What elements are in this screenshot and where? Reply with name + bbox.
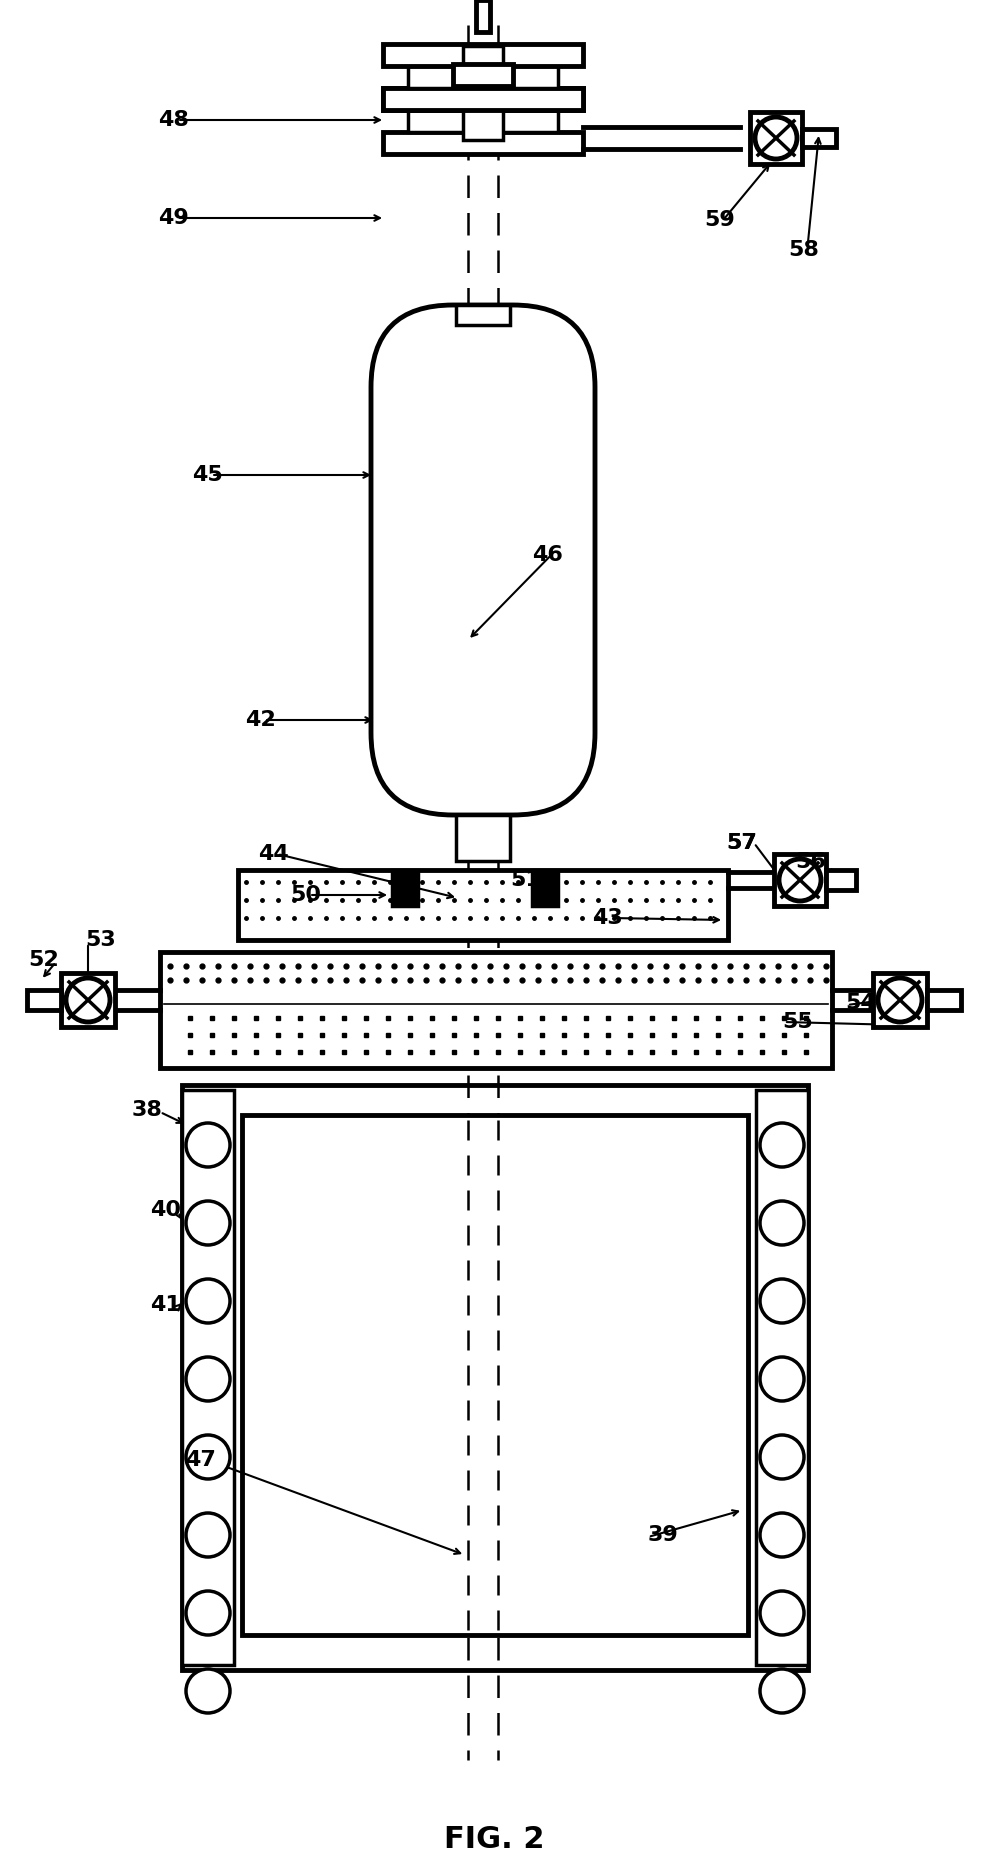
Circle shape: [760, 1590, 804, 1635]
Text: 51: 51: [510, 870, 541, 891]
Bar: [453, 64, 513, 86]
Text: 48: 48: [158, 110, 189, 129]
Text: 55: 55: [782, 1012, 813, 1033]
Bar: [242, 1115, 748, 1635]
FancyBboxPatch shape: [371, 305, 595, 816]
Bar: [383, 133, 583, 153]
Circle shape: [755, 118, 797, 159]
Circle shape: [186, 1356, 230, 1401]
Circle shape: [186, 1201, 230, 1244]
Bar: [456, 816, 510, 861]
Circle shape: [760, 1123, 804, 1168]
Bar: [802, 129, 836, 148]
Circle shape: [186, 1514, 230, 1557]
Bar: [392, 870, 418, 906]
Circle shape: [186, 1123, 230, 1168]
Text: 46: 46: [532, 544, 563, 565]
Circle shape: [878, 979, 922, 1022]
Circle shape: [760, 1201, 804, 1244]
Text: 42: 42: [245, 709, 276, 730]
Text: 47: 47: [185, 1450, 216, 1471]
Bar: [463, 47, 503, 75]
Text: 56: 56: [795, 851, 826, 872]
Bar: [750, 112, 802, 165]
Text: 49: 49: [158, 208, 189, 228]
Text: 41: 41: [150, 1295, 181, 1315]
Text: 57: 57: [726, 833, 757, 853]
Bar: [463, 110, 503, 140]
Bar: [408, 65, 558, 88]
Bar: [383, 88, 583, 110]
Circle shape: [760, 1669, 804, 1714]
Bar: [182, 1085, 808, 1671]
Circle shape: [760, 1435, 804, 1478]
Bar: [826, 870, 856, 891]
Text: 39: 39: [648, 1525, 678, 1545]
Bar: [774, 853, 826, 906]
Circle shape: [66, 979, 110, 1022]
Circle shape: [186, 1590, 230, 1635]
Bar: [476, 0, 490, 32]
Circle shape: [760, 1356, 804, 1401]
Bar: [27, 990, 61, 1010]
Bar: [182, 1091, 234, 1665]
Bar: [756, 1091, 808, 1665]
Bar: [238, 870, 728, 939]
Circle shape: [186, 1280, 230, 1323]
Bar: [532, 870, 558, 906]
Text: 40: 40: [150, 1199, 181, 1220]
Text: FIG. 2: FIG. 2: [444, 1826, 544, 1854]
Circle shape: [186, 1669, 230, 1714]
Text: 38: 38: [132, 1100, 163, 1121]
Circle shape: [186, 1435, 230, 1478]
Circle shape: [760, 1514, 804, 1557]
Text: 43: 43: [592, 907, 623, 928]
Text: 44: 44: [258, 844, 289, 864]
Text: 59: 59: [704, 210, 735, 230]
Bar: [873, 973, 927, 1027]
Bar: [383, 88, 583, 110]
Circle shape: [779, 859, 821, 902]
Bar: [927, 990, 961, 1010]
Text: 57: 57: [726, 833, 757, 853]
Bar: [383, 45, 583, 65]
Text: 54: 54: [845, 994, 875, 1012]
Bar: [61, 973, 115, 1027]
Text: 52: 52: [28, 950, 58, 969]
Text: 53: 53: [85, 930, 116, 950]
Text: 50: 50: [290, 885, 321, 906]
Bar: [408, 110, 558, 133]
Circle shape: [760, 1280, 804, 1323]
Bar: [160, 952, 832, 1068]
Text: 45: 45: [192, 466, 223, 485]
Bar: [456, 305, 510, 326]
Text: 58: 58: [788, 239, 819, 260]
